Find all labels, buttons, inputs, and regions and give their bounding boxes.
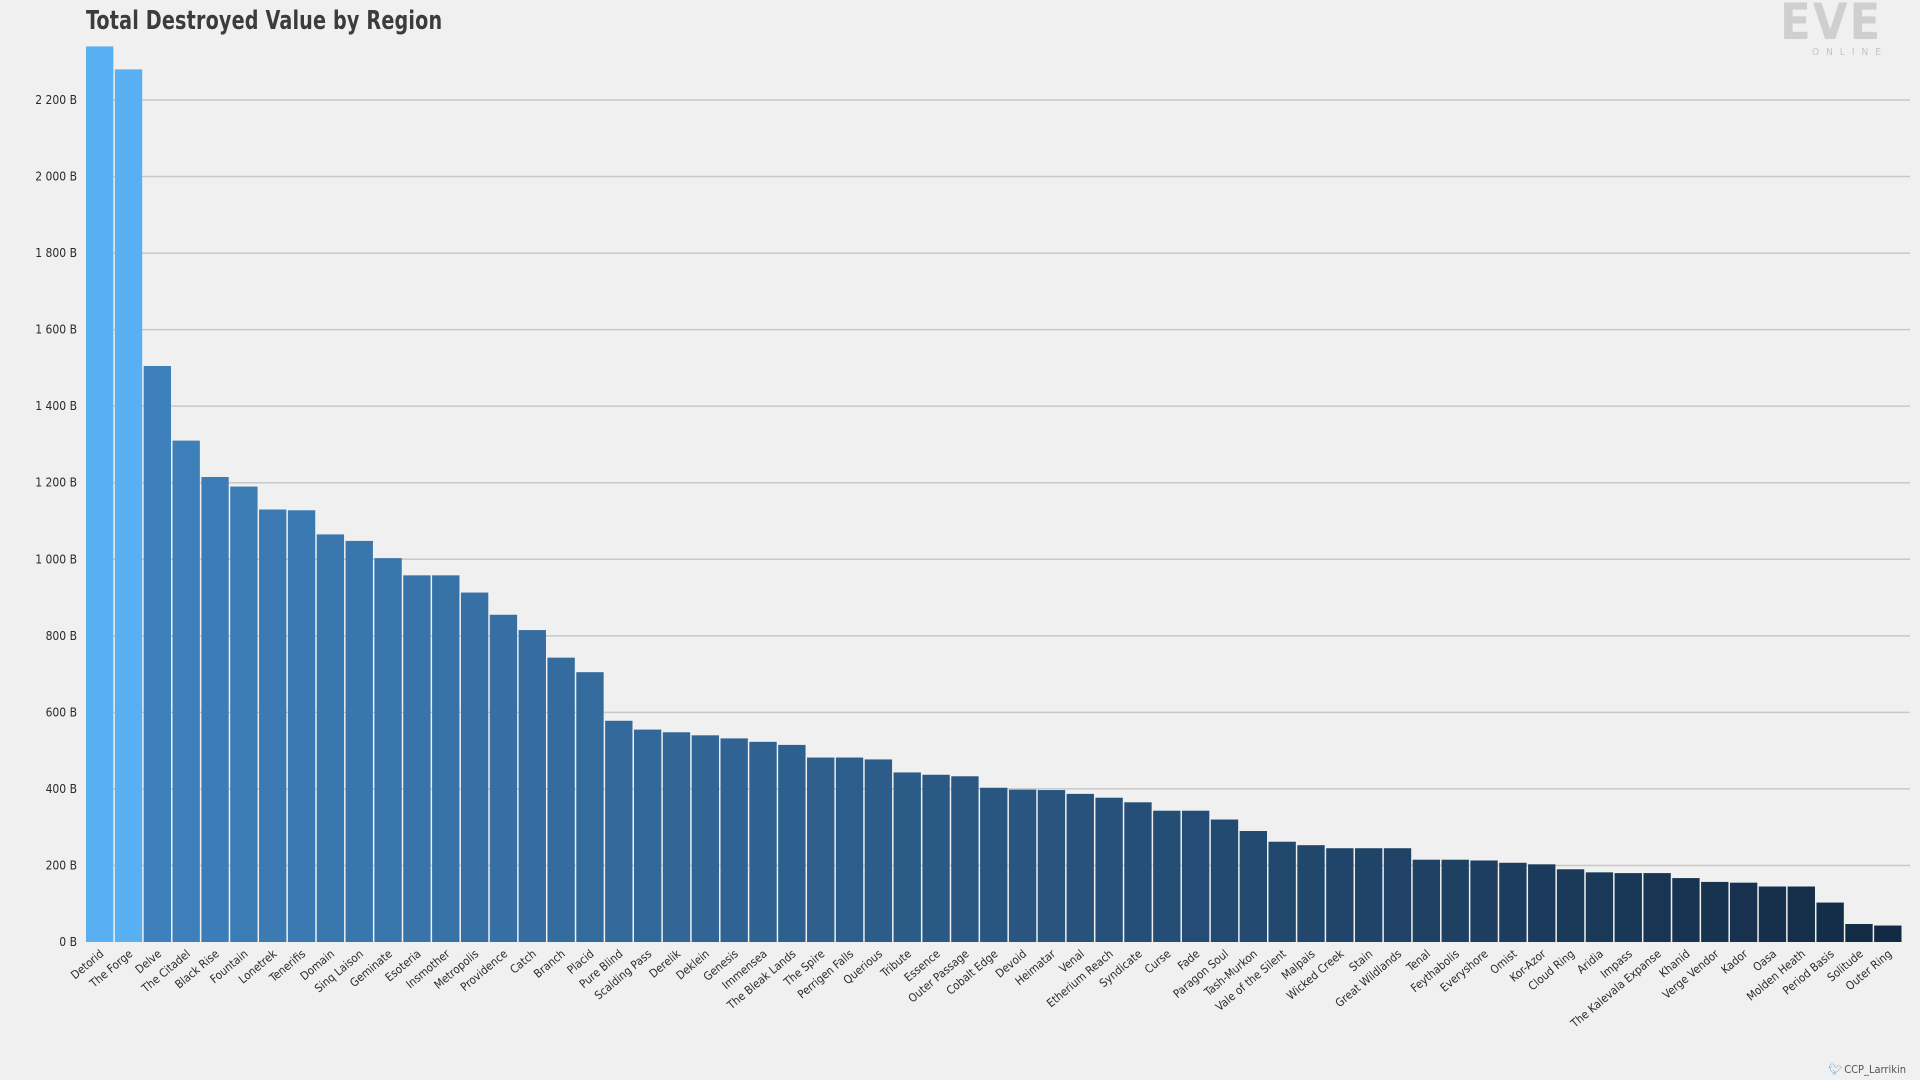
bar — [720, 738, 748, 942]
bar — [259, 509, 287, 942]
y-tick-label: 200 B — [46, 858, 77, 872]
bar — [1297, 845, 1325, 942]
bar — [1037, 790, 1066, 942]
logo-main-text: EVE — [1780, 0, 1883, 51]
bar — [1124, 802, 1152, 942]
bar — [864, 759, 893, 942]
bar — [778, 744, 806, 942]
x-tick-label: Branch — [531, 947, 568, 981]
author-credit: 🐦︎ CCP_Larrikin — [1828, 1063, 1906, 1076]
bar — [1672, 878, 1700, 942]
y-tick-label: 800 B — [46, 629, 77, 643]
x-tick-label: Curse — [1142, 947, 1174, 977]
bar — [230, 486, 258, 942]
bar — [1643, 873, 1671, 942]
bar — [662, 732, 691, 942]
gridlines — [86, 99, 1910, 867]
bar — [605, 720, 633, 942]
bar — [633, 729, 662, 942]
bar — [374, 558, 402, 942]
bar — [316, 534, 345, 942]
bar — [1528, 864, 1556, 942]
bar — [1701, 881, 1729, 942]
y-tick-label: 400 B — [46, 782, 77, 796]
y-tick-label: 0 B — [59, 935, 77, 949]
bar — [1758, 886, 1787, 942]
y-tick-label: 1 200 B — [35, 476, 77, 490]
logo-sub-text: ONLINE — [1812, 47, 1888, 58]
bar — [1499, 862, 1527, 942]
bar — [1383, 848, 1412, 942]
bar — [143, 366, 172, 942]
y-tick-label: 1 400 B — [35, 399, 77, 413]
bar — [172, 440, 200, 942]
bar — [576, 672, 604, 942]
chart-title: Total Destroyed Value by Region — [86, 6, 443, 36]
bar — [432, 575, 460, 942]
bar — [922, 774, 950, 942]
bar — [1181, 810, 1210, 942]
bar — [1585, 872, 1614, 942]
bar — [807, 757, 835, 942]
x-tick-label: Kador — [1718, 946, 1751, 977]
bar — [403, 575, 431, 942]
y-tick-label: 1 600 B — [35, 323, 77, 337]
bar — [1874, 925, 1902, 942]
bar — [287, 510, 316, 942]
bar — [1326, 848, 1354, 942]
y-tick-label: 1 800 B — [35, 246, 77, 260]
bar — [1268, 841, 1296, 942]
bar — [749, 741, 777, 942]
bars — [86, 46, 1902, 943]
bar — [345, 540, 373, 942]
bar — [1008, 789, 1037, 942]
bar — [1845, 924, 1873, 942]
bar — [835, 757, 864, 942]
bar — [518, 630, 546, 942]
bar — [1787, 886, 1815, 942]
bar — [1470, 860, 1498, 942]
bird-icon: 🐦︎ — [1828, 1063, 1843, 1076]
bar — [893, 772, 921, 942]
bar — [1355, 848, 1383, 942]
bar — [1556, 869, 1585, 942]
bar — [1095, 797, 1123, 942]
bar — [1412, 859, 1441, 942]
bar — [951, 776, 979, 942]
bar — [114, 69, 143, 942]
bar — [980, 787, 1008, 942]
bar — [489, 614, 518, 942]
bar — [86, 46, 114, 943]
bar — [547, 657, 575, 942]
bar — [1614, 873, 1642, 942]
bar — [460, 592, 489, 942]
bar — [201, 476, 229, 942]
bar — [1729, 882, 1758, 942]
bar — [1816, 902, 1844, 942]
y-axis-ticks: 0 B 200 B 400 B 600 B 800 B 1 000 B 1 200 B 1 4… — [35, 93, 77, 949]
bar — [1210, 819, 1239, 942]
eve-online-logo: EVE ONLINE — [1780, 0, 1920, 62]
bar — [1239, 831, 1267, 942]
y-tick-label: 600 B — [46, 705, 77, 719]
bar — [1066, 793, 1094, 942]
y-tick-label: 1 000 B — [35, 552, 77, 566]
credit-text: CCP_Larrikin — [1844, 1063, 1906, 1076]
bar — [1153, 810, 1181, 942]
y-tick-label: 2 000 B — [35, 170, 77, 184]
y-tick-label: 2 200 B — [35, 93, 77, 107]
bar — [1441, 859, 1469, 942]
bar — [691, 735, 720, 942]
